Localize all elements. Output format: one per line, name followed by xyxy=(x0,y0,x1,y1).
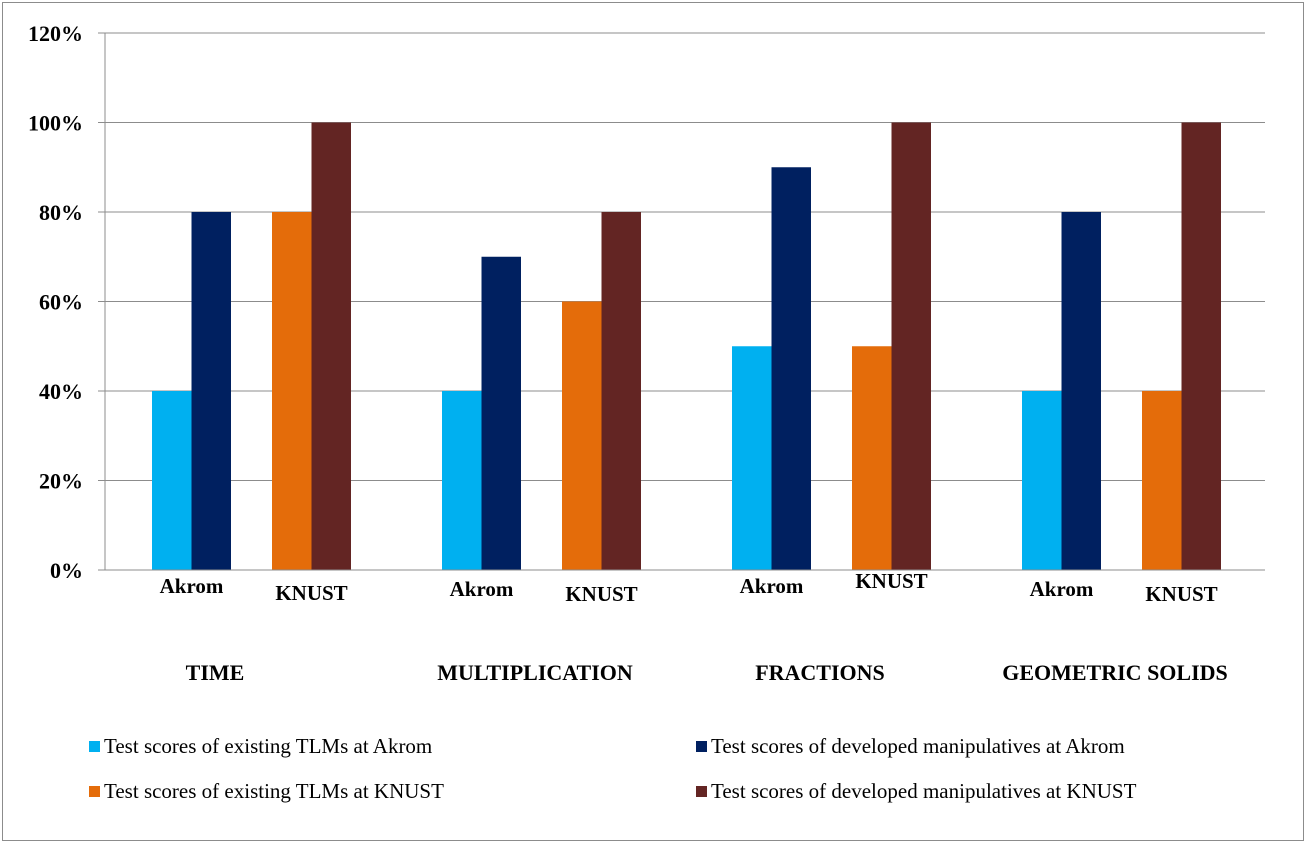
school-label: Akrom xyxy=(160,574,224,598)
bar xyxy=(562,301,602,570)
category-label: TIME xyxy=(186,660,245,685)
y-tick-label: 120% xyxy=(28,21,83,46)
bar xyxy=(152,391,192,570)
legend-swatch xyxy=(696,786,707,797)
bar xyxy=(732,346,772,570)
legend-label: Test scores of developed manipulatives a… xyxy=(711,779,1137,803)
axes xyxy=(98,32,1265,571)
bar xyxy=(601,212,641,570)
labels: 0% 20% 40% 60% 80% 100% 120% Akrom KNUST TIME Akro… xyxy=(28,21,1228,685)
school-label: KNUST xyxy=(1145,582,1217,606)
y-tick-label: 0% xyxy=(50,558,83,583)
school-label: KNUST xyxy=(275,581,347,605)
legend-swatch xyxy=(89,786,100,797)
bar xyxy=(771,167,811,570)
bar xyxy=(1142,391,1182,570)
bars xyxy=(152,122,1221,570)
bar xyxy=(891,122,931,570)
bar xyxy=(191,212,231,570)
bar xyxy=(1181,122,1221,570)
category-label: FRACTIONS xyxy=(755,660,885,685)
legend: Test scores of existing TLMs at Akrom Tes… xyxy=(89,734,1137,803)
school-label: Akrom xyxy=(450,577,514,601)
bar xyxy=(1022,391,1062,570)
y-tick-label: 100% xyxy=(28,111,83,136)
bar xyxy=(481,256,521,570)
bar xyxy=(1061,212,1101,570)
school-label: KNUST xyxy=(855,569,927,593)
category-label: GEOMETRIC SOLIDS xyxy=(1002,660,1228,685)
bar xyxy=(852,346,892,570)
legend-swatch xyxy=(89,741,100,752)
y-tick-label: 40% xyxy=(39,379,83,404)
legend-label: Test scores of developed manipulatives a… xyxy=(711,734,1125,758)
legend-label: Test scores of existing TLMs at KNUST xyxy=(104,779,444,803)
bar xyxy=(311,122,351,570)
y-tick-label: 20% xyxy=(39,469,83,494)
legend-label: Test scores of existing TLMs at Akrom xyxy=(104,734,432,758)
category-label: MULTIPLICATION xyxy=(437,660,633,685)
legend-swatch xyxy=(696,741,707,752)
school-label: Akrom xyxy=(1030,577,1094,601)
bar xyxy=(272,212,312,570)
bar xyxy=(442,391,482,570)
y-tick-label: 60% xyxy=(39,290,83,315)
school-label: Akrom xyxy=(740,574,804,598)
school-label: KNUST xyxy=(565,582,637,606)
y-tick-label: 80% xyxy=(39,200,83,225)
